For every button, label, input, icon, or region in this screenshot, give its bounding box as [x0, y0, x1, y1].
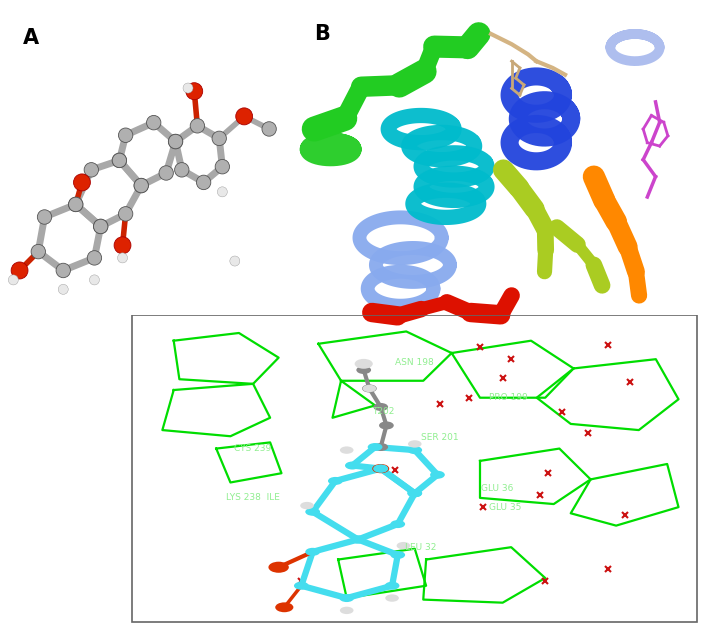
Text: T202: T202 [372, 407, 395, 416]
Circle shape [112, 153, 127, 167]
Circle shape [196, 175, 211, 189]
Circle shape [114, 237, 131, 253]
Circle shape [306, 548, 320, 556]
Text: ASN 198: ASN 198 [396, 358, 434, 367]
Text: GLU 36: GLU 36 [481, 484, 513, 493]
Circle shape [38, 209, 52, 224]
Text: GLU 35: GLU 35 [489, 503, 522, 511]
Circle shape [408, 489, 422, 498]
Text: CYS 239: CYS 239 [235, 444, 272, 453]
Text: C: C [145, 330, 161, 350]
Circle shape [430, 470, 445, 479]
Circle shape [408, 489, 422, 498]
Circle shape [212, 131, 226, 145]
Circle shape [174, 163, 189, 177]
Circle shape [159, 165, 174, 180]
Circle shape [69, 198, 83, 211]
Circle shape [94, 219, 108, 233]
Circle shape [147, 115, 161, 130]
Circle shape [391, 520, 405, 528]
Circle shape [218, 187, 228, 197]
Circle shape [374, 465, 388, 472]
Circle shape [58, 284, 68, 294]
Circle shape [269, 562, 289, 573]
Circle shape [237, 109, 252, 123]
Circle shape [134, 179, 148, 192]
Circle shape [118, 206, 133, 221]
Circle shape [134, 179, 148, 192]
Circle shape [374, 465, 388, 472]
Circle shape [368, 443, 382, 451]
Text: LYS 238  ILE: LYS 238 ILE [226, 493, 280, 503]
Circle shape [362, 385, 376, 392]
Circle shape [69, 198, 83, 211]
Circle shape [351, 535, 365, 543]
Circle shape [294, 582, 308, 590]
Circle shape [372, 464, 389, 473]
Circle shape [340, 594, 354, 602]
Circle shape [89, 275, 99, 285]
Circle shape [354, 359, 373, 369]
Circle shape [374, 403, 388, 411]
Circle shape [84, 163, 99, 177]
Circle shape [168, 134, 183, 148]
Circle shape [340, 447, 354, 454]
Circle shape [190, 118, 205, 133]
Circle shape [357, 366, 371, 374]
Circle shape [408, 440, 422, 448]
Text: LEU 32: LEU 32 [405, 543, 436, 552]
Circle shape [56, 263, 70, 278]
Text: PRO 199: PRO 199 [489, 393, 527, 402]
Circle shape [408, 446, 422, 454]
Circle shape [31, 244, 45, 259]
Circle shape [118, 253, 128, 263]
Circle shape [362, 384, 376, 392]
Circle shape [396, 542, 411, 549]
Circle shape [168, 134, 183, 148]
Circle shape [340, 607, 354, 614]
Circle shape [391, 551, 405, 559]
Circle shape [186, 82, 203, 99]
Circle shape [87, 250, 101, 265]
Circle shape [374, 443, 388, 451]
Circle shape [230, 256, 240, 266]
Circle shape [236, 108, 252, 125]
Circle shape [345, 462, 359, 469]
Circle shape [183, 83, 193, 93]
Circle shape [275, 603, 294, 612]
Circle shape [306, 508, 320, 516]
Text: SER 201: SER 201 [421, 433, 459, 442]
Circle shape [300, 502, 314, 509]
Circle shape [112, 153, 127, 167]
Circle shape [379, 421, 393, 430]
Circle shape [385, 594, 399, 602]
Circle shape [11, 262, 28, 279]
Circle shape [215, 159, 230, 174]
Circle shape [328, 477, 342, 485]
Circle shape [118, 128, 133, 142]
Circle shape [74, 174, 90, 191]
Text: A: A [23, 28, 39, 48]
Circle shape [262, 122, 277, 136]
Circle shape [351, 535, 365, 543]
Text: B: B [314, 24, 330, 44]
Circle shape [385, 582, 399, 590]
Circle shape [9, 275, 18, 285]
Circle shape [94, 219, 108, 233]
